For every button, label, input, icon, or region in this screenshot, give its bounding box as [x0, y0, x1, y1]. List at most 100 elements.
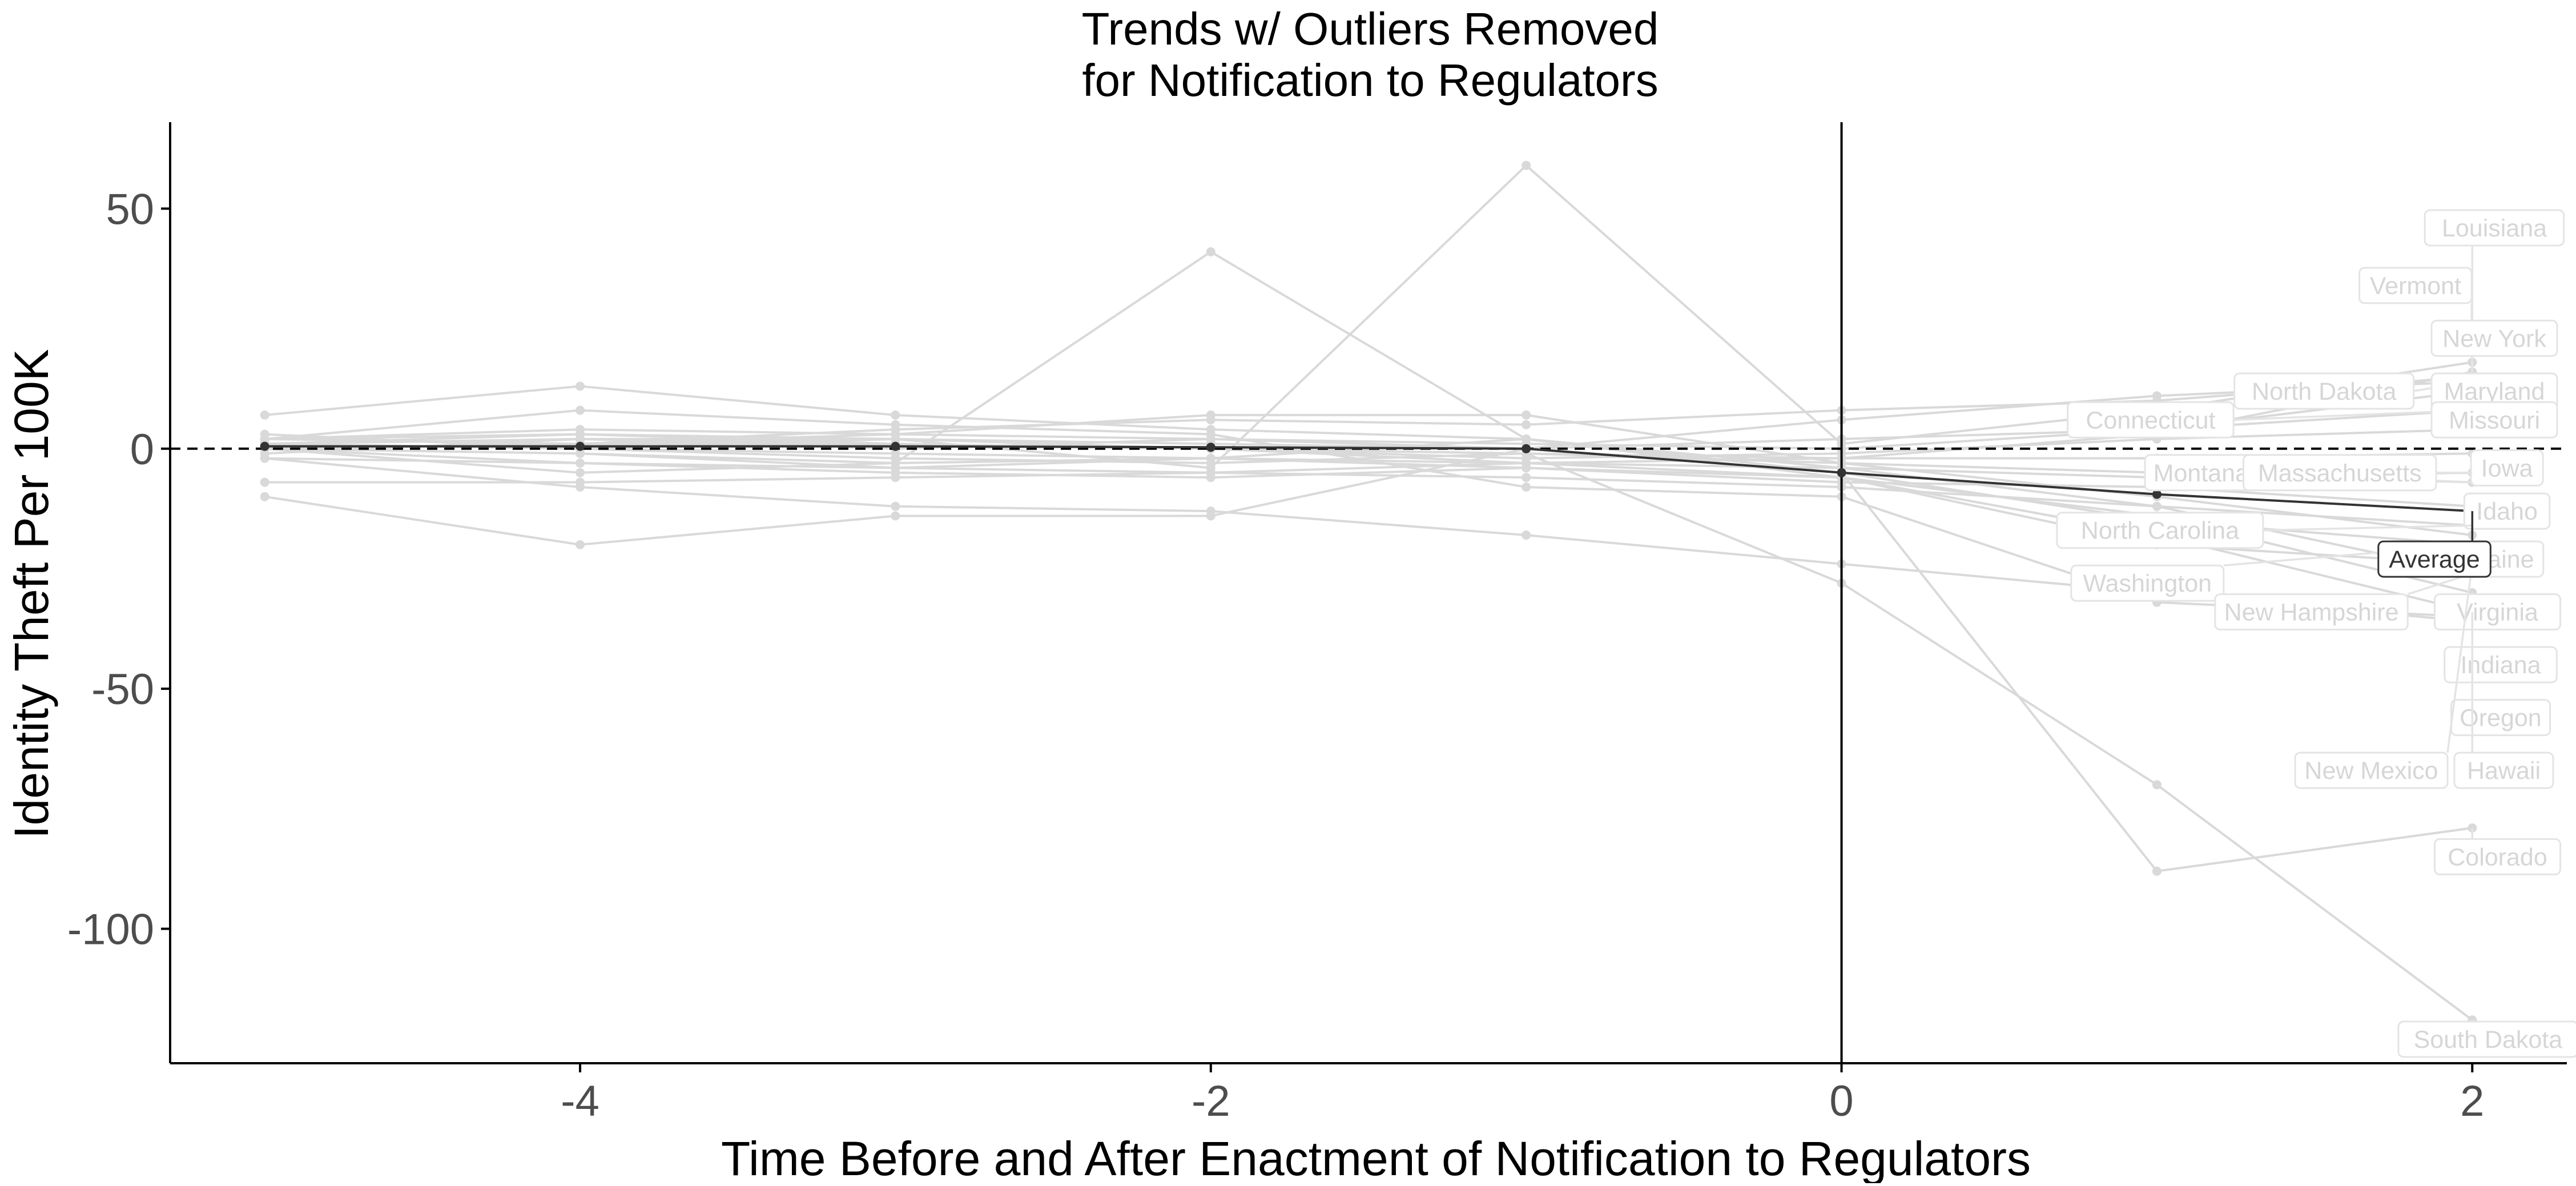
- data-point-north-carolina-0: [260, 477, 269, 487]
- average-point-0: [260, 441, 269, 451]
- label-new-york: New York: [2430, 319, 2558, 363]
- data-point-virginia-3: [1206, 247, 1215, 256]
- label-text-average: Average: [2389, 546, 2480, 573]
- label-virginia: Virginia: [2434, 593, 2561, 631]
- leader-line-north-carolina: [2263, 524, 2473, 532]
- data-point-south-dakota-2: [891, 434, 900, 444]
- series-colorado: [260, 434, 2477, 876]
- label-maryland: Maryland: [2430, 372, 2558, 410]
- average-point-2: [891, 441, 900, 451]
- label-north-carolina: North Carolina: [2056, 512, 2473, 549]
- data-point-new-hampshire-1: [575, 381, 585, 391]
- data-point-oregon-0: [260, 453, 269, 463]
- data-point-oregon-2: [891, 501, 900, 511]
- data-point-maine-4: [1522, 410, 1531, 420]
- label-text-north-carolina: North Carolina: [2081, 517, 2239, 545]
- y-tick-label-1: 0: [130, 425, 154, 474]
- label-box-colorado: [2434, 838, 2561, 875]
- average-point-1: [575, 441, 585, 451]
- label-idaho: Idaho: [2463, 492, 2551, 530]
- label-box-washington: [2070, 564, 2225, 602]
- label-text-indiana: Indiana: [2460, 652, 2541, 679]
- label-text-virginia: Virginia: [2457, 599, 2538, 626]
- data-point-hawaii-4: [1522, 483, 1531, 492]
- series-line-iowa: [264, 437, 2473, 465]
- label-text-massachusetts: Massachusetts: [2258, 460, 2422, 487]
- x-tick-label-2: 0: [1829, 1077, 1853, 1125]
- data-point-colorado-2: [891, 463, 900, 473]
- data-point-oregon-3: [1206, 506, 1215, 516]
- series-line-north-dakota: [264, 380, 2473, 450]
- leader-line-new-mexico: [2446, 564, 2474, 753]
- label-box-vermont: [2358, 267, 2473, 304]
- label-box-missouri: [2430, 401, 2558, 439]
- data-point-virginia-1: [575, 468, 585, 477]
- reference-lines-group: [170, 122, 2567, 1063]
- data-point-maine-3: [1206, 410, 1215, 420]
- label-text-new-mexico: New Mexico: [2304, 757, 2438, 785]
- label-massachusetts: Massachusetts: [2243, 454, 2473, 492]
- label-box-new-york: [2430, 319, 2558, 357]
- label-box-connecticut: [2067, 401, 2235, 439]
- label-box-north-carolina: [2056, 512, 2264, 549]
- data-point-south-dakota-6: [2152, 780, 2162, 790]
- label-box-louisiana: [2424, 209, 2565, 247]
- data-point-oregon-1: [575, 483, 585, 492]
- average-point-5: [1837, 468, 1846, 477]
- label-oregon: Oregon: [2450, 621, 2551, 737]
- label-text-new-hampshire: New Hampshire: [2224, 599, 2399, 626]
- label-text-iowa: Iowa: [2481, 455, 2533, 482]
- data-point-new-mexico-4: [1522, 459, 1531, 468]
- data-point-washington-1: [575, 540, 585, 549]
- average-point-3: [1206, 443, 1215, 452]
- label-iowa: Iowa: [2470, 449, 2544, 487]
- data-point-hawaii-1: [575, 405, 585, 415]
- label-box-new-mexico: [2294, 751, 2449, 789]
- label-text-hawaii: Hawaii: [2467, 757, 2541, 785]
- average-point-6: [2152, 489, 2162, 499]
- data-point-south-dakota-1: [575, 429, 585, 439]
- label-text-colorado: Colorado: [2448, 843, 2547, 871]
- data-point-hawaii-2: [891, 420, 900, 429]
- x-axis-title: Time Before and After Enactment of Notif…: [721, 1132, 2031, 1183]
- label-box-average: [2377, 540, 2492, 578]
- label-box-virginia: [2434, 593, 2561, 631]
- label-hawaii: Hawaii: [2453, 617, 2554, 789]
- label-new-mexico: New Mexico: [2294, 564, 2474, 789]
- label-new-hampshire: New Hampshire: [2214, 572, 2473, 631]
- label-average: Average: [2377, 511, 2492, 578]
- series-labels-group: Louisiana Vermont New York North Dakota Mary…: [2056, 209, 2576, 1058]
- data-point-washington-0: [260, 492, 269, 501]
- label-text-missouri: Missouri: [2449, 407, 2540, 434]
- series-line-north-carolina: [264, 471, 2473, 527]
- series-line-virginia: [264, 250, 2473, 594]
- label-vermont: Vermont: [2358, 267, 2474, 391]
- chart-title-line-2: for Notification to Regulators: [1082, 55, 1658, 106]
- label-text-connecticut: Connecticut: [2086, 407, 2215, 434]
- data-point-hawaii-3: [1206, 429, 1215, 439]
- label-text-south-dakota: South Dakota: [2414, 1026, 2563, 1054]
- y-tick-label-2: -50: [91, 665, 154, 714]
- label-south-dakota: South Dakota: [2397, 1020, 2576, 1058]
- label-text-oregon: Oregon: [2460, 705, 2541, 732]
- data-point-washington-2: [891, 511, 900, 521]
- data-point-north-carolina-3: [1206, 468, 1215, 477]
- average-line: [264, 445, 2473, 513]
- x-tick-label-1: -2: [1192, 1077, 1230, 1125]
- label-text-new-york: New York: [2442, 325, 2546, 352]
- label-text-montana: Montana: [2154, 460, 2249, 487]
- data-point-new-york-4: [1522, 160, 1531, 170]
- label-montana: Montana: [2144, 454, 2473, 492]
- label-louisiana: Louisiana: [2424, 209, 2565, 372]
- label-box-south-dakota: [2397, 1020, 2576, 1058]
- label-box-idaho: [2463, 492, 2551, 530]
- y-tick-label-0: 50: [106, 185, 154, 234]
- label-text-louisiana: Louisiana: [2442, 215, 2547, 242]
- x-tick-label-0: -4: [561, 1077, 599, 1125]
- data-point-oregon-4: [1522, 530, 1531, 540]
- label-colorado: Colorado: [2434, 828, 2561, 875]
- label-text-vermont: Vermont: [2370, 272, 2461, 300]
- data-point-colorado-1: [575, 459, 585, 468]
